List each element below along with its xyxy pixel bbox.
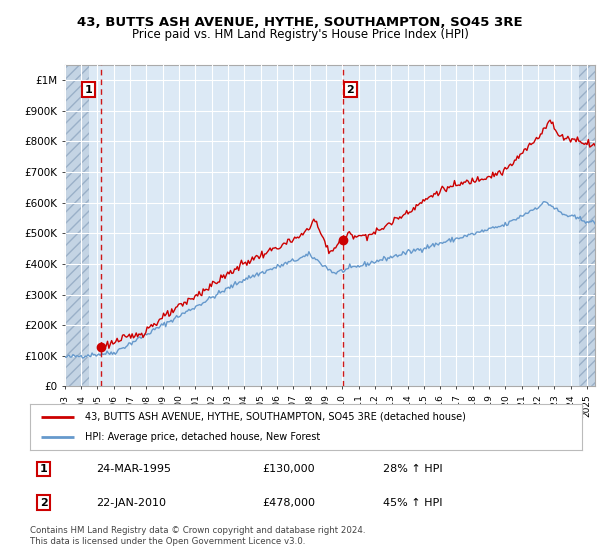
Text: Price paid vs. HM Land Registry's House Price Index (HPI): Price paid vs. HM Land Registry's House …	[131, 28, 469, 41]
Text: 1: 1	[85, 85, 92, 95]
Text: £130,000: £130,000	[262, 464, 314, 474]
Text: 2: 2	[346, 85, 354, 95]
Text: 45% ↑ HPI: 45% ↑ HPI	[383, 498, 443, 507]
Text: 24-MAR-1995: 24-MAR-1995	[96, 464, 171, 474]
Text: 43, BUTTS ASH AVENUE, HYTHE, SOUTHAMPTON, SO45 3RE (detached house): 43, BUTTS ASH AVENUE, HYTHE, SOUTHAMPTON…	[85, 412, 466, 422]
Bar	[579, 65, 595, 386]
Text: 28% ↑ HPI: 28% ↑ HPI	[383, 464, 443, 474]
Text: HPI: Average price, detached house, New Forest: HPI: Average price, detached house, New …	[85, 432, 320, 442]
Text: 43, BUTTS ASH AVENUE, HYTHE, SOUTHAMPTON, SO45 3RE: 43, BUTTS ASH AVENUE, HYTHE, SOUTHAMPTON…	[77, 16, 523, 29]
Text: Contains HM Land Registry data © Crown copyright and database right 2024.
This d: Contains HM Land Registry data © Crown c…	[30, 526, 365, 546]
Text: 1: 1	[40, 464, 47, 474]
Text: £478,000: £478,000	[262, 498, 315, 507]
Text: 22-JAN-2010: 22-JAN-2010	[96, 498, 166, 507]
Bar	[65, 65, 89, 386]
Text: 2: 2	[40, 498, 47, 507]
